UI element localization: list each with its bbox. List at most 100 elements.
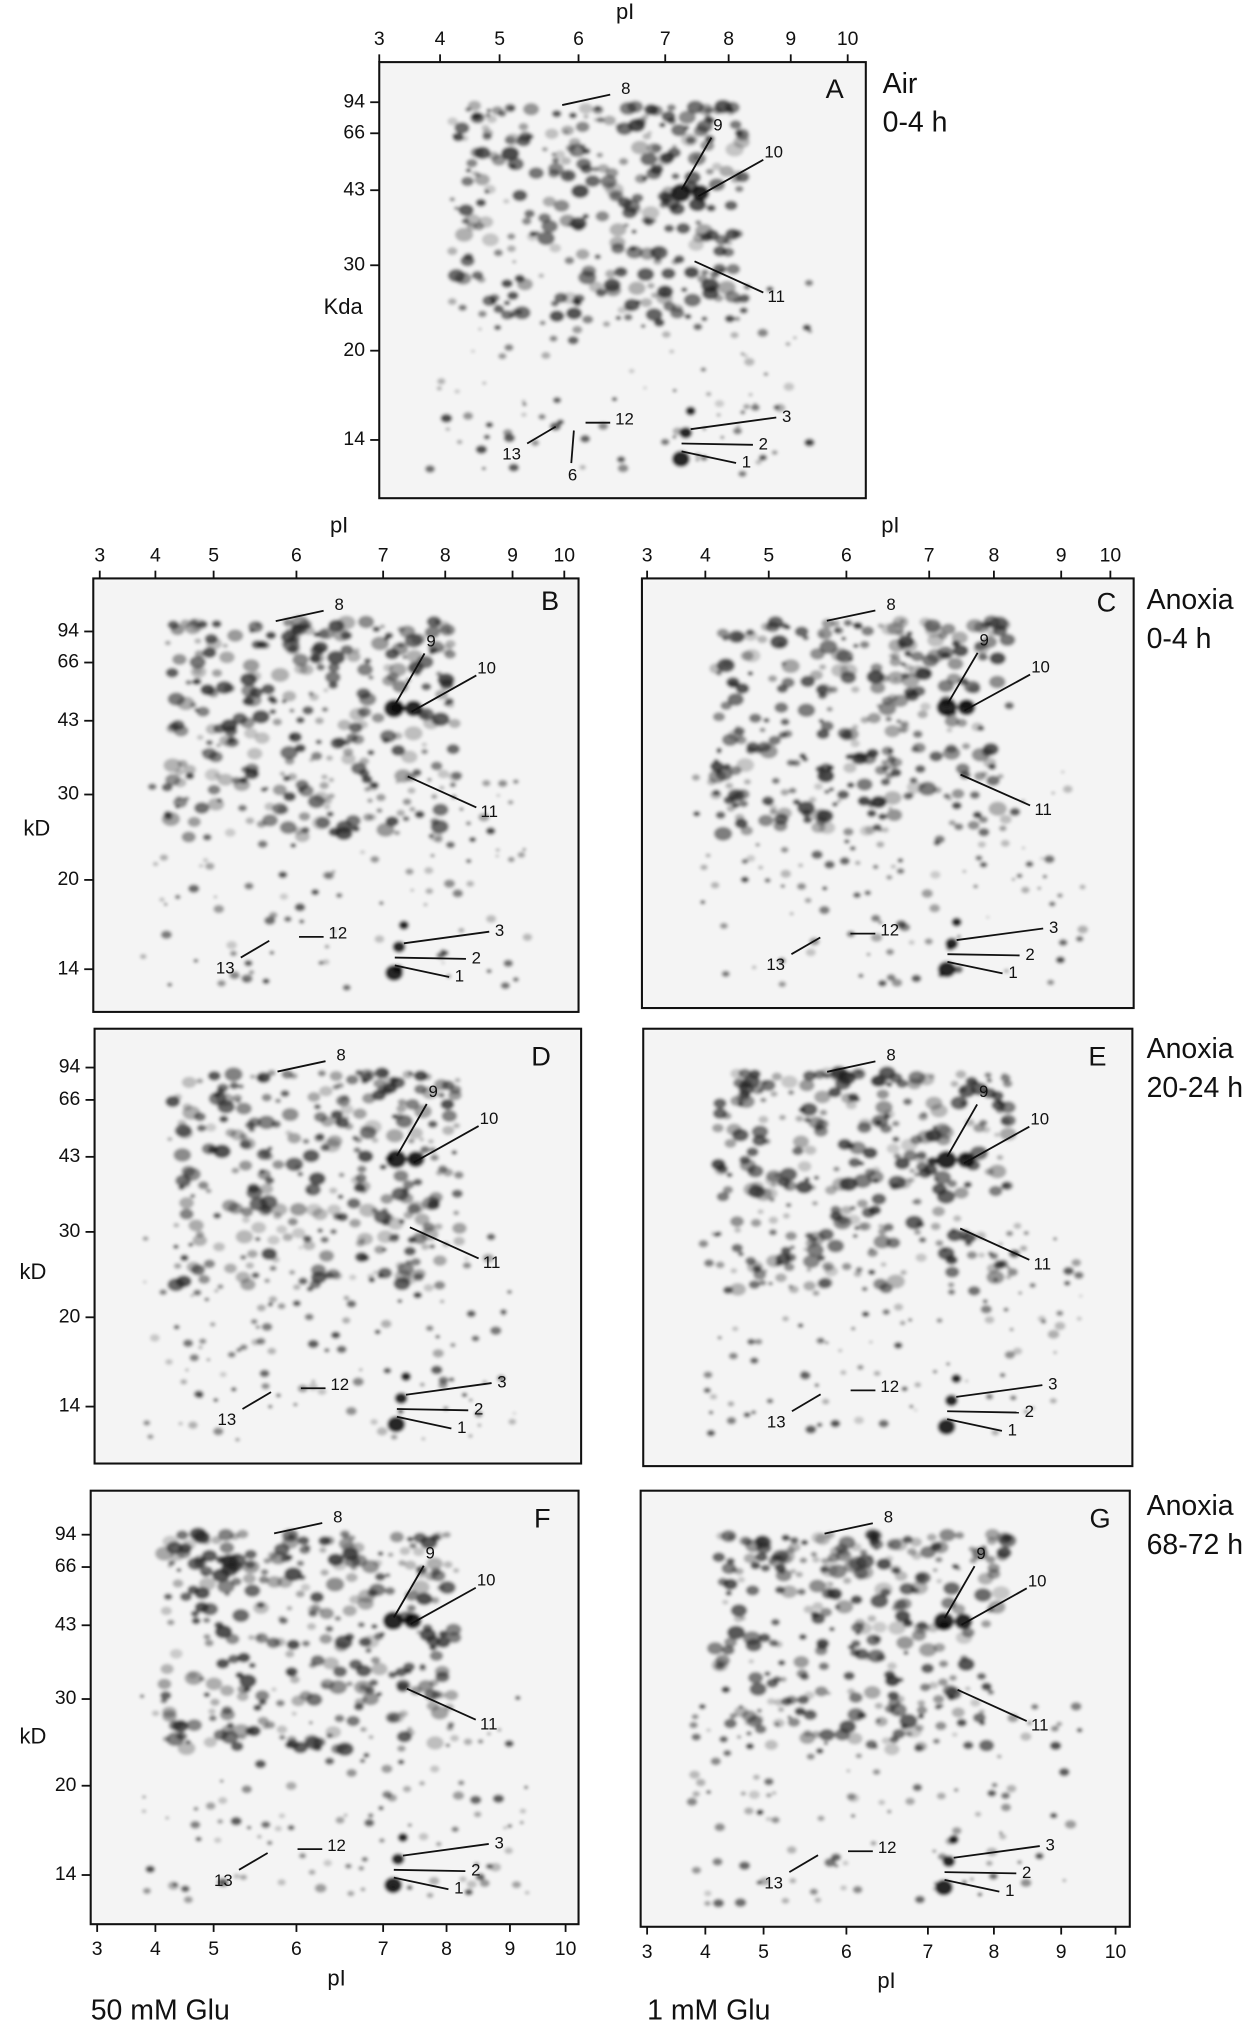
x-axis-title: pI <box>330 512 348 537</box>
gel-spot <box>344 1814 348 1817</box>
gel-spot <box>661 439 670 446</box>
gel-spot <box>320 1236 329 1243</box>
gel-spot <box>192 1617 201 1624</box>
gel-spot <box>892 1567 901 1574</box>
gel-spot <box>609 236 625 249</box>
y-tick-label: 30 <box>57 783 79 805</box>
gel-spot <box>285 1667 297 1677</box>
gel-spot <box>830 1420 840 1428</box>
gel-spot <box>797 703 815 717</box>
gel-spot <box>805 280 814 287</box>
gel-spot <box>715 400 724 407</box>
gel-spot <box>453 1237 465 1246</box>
gel-spot <box>997 1755 1002 1759</box>
gel-spot <box>449 1377 455 1381</box>
gel-spot <box>860 717 869 724</box>
gel-spot <box>819 719 824 723</box>
gel-spot <box>909 777 917 783</box>
gel-spot <box>889 1736 899 1743</box>
gel-spot <box>264 916 275 925</box>
gel-spot <box>582 315 593 324</box>
gel-spot <box>165 1817 169 1820</box>
gel-spot <box>147 1434 154 1439</box>
gel-spot <box>817 1816 824 1822</box>
gel-spot <box>978 1573 994 1585</box>
gel-spot <box>938 1678 948 1686</box>
gel-spot <box>903 1651 908 1655</box>
gel-spot <box>464 214 481 227</box>
gel-spot <box>215 1625 232 1638</box>
gel-spot <box>1050 1813 1058 1819</box>
gel-spot <box>363 1697 367 1700</box>
gel-spot <box>205 1123 216 1131</box>
gel-spot <box>914 1382 921 1387</box>
gel-spot <box>1071 1259 1081 1267</box>
gel-spot <box>377 1273 384 1278</box>
gel-spot <box>996 1547 1011 1559</box>
gel-spot <box>282 1108 299 1121</box>
spot-label: 13 <box>764 1873 783 1892</box>
gel-spot <box>175 895 181 899</box>
gel-spot <box>827 1692 831 1695</box>
gel-spot <box>882 827 889 833</box>
gel-spot <box>726 264 740 275</box>
gel-spot <box>512 190 527 202</box>
gel-spot <box>709 1411 714 1415</box>
gel-spot <box>1007 1268 1018 1276</box>
gel-spot <box>447 1722 454 1727</box>
gel-spot <box>419 1665 427 1671</box>
gel-spot <box>854 1226 859 1230</box>
gel-spot <box>975 855 982 861</box>
gel-spot <box>427 1200 440 1210</box>
gel-spot <box>936 1579 942 1583</box>
gel-spot <box>939 1660 948 1667</box>
gel-spot <box>727 1417 737 1425</box>
gel-spot <box>181 1166 195 1177</box>
gel-spot <box>726 1558 735 1565</box>
x-tick-label: 3 <box>94 545 105 567</box>
gel-spot <box>803 816 812 823</box>
gel-spot <box>235 1099 241 1104</box>
gel-spot <box>455 1078 461 1083</box>
gel-spot <box>812 1290 819 1295</box>
column-label: 50 mM Glu <box>91 1995 230 2027</box>
gel-spot <box>952 1732 958 1737</box>
gel-spot <box>222 1200 238 1212</box>
gel-spot <box>713 246 727 257</box>
gel-spot <box>178 1741 196 1755</box>
gel-spot <box>454 122 469 134</box>
gel-spot <box>746 1743 754 1750</box>
spot-label: 3 <box>494 1833 503 1852</box>
panel-letter: F <box>534 1503 551 1534</box>
gel-spot <box>806 441 811 445</box>
spot-label: 3 <box>1046 1836 1055 1855</box>
gel-spot <box>439 679 453 690</box>
gel-spot <box>886 1082 892 1087</box>
spot-label: 3 <box>1049 918 1058 937</box>
gel-spot <box>927 1533 937 1541</box>
gel-spot <box>520 1809 527 1814</box>
gel-spot <box>816 1748 824 1754</box>
gel-spot <box>507 245 516 252</box>
gel-spot <box>712 1858 722 1866</box>
gel-spot <box>612 397 618 401</box>
gel-spot <box>749 1280 760 1289</box>
gel-spot <box>287 1736 297 1744</box>
gel-spot <box>247 1726 261 1737</box>
gel-spot <box>875 765 888 775</box>
gel-spot <box>360 850 365 854</box>
gel-spot <box>431 794 437 799</box>
gel-spot <box>738 471 746 478</box>
gel-spot <box>267 1146 272 1150</box>
gel-spot <box>360 1188 367 1194</box>
gel-spot <box>628 282 645 295</box>
gel-spot <box>768 675 777 682</box>
gel-spot <box>809 797 817 803</box>
gel-spot <box>450 782 457 787</box>
gel-spot <box>157 1679 171 1690</box>
gel-spot <box>287 1606 293 1611</box>
gel-spot <box>985 1168 994 1175</box>
gel-spot <box>746 742 759 752</box>
gel-spot <box>235 1672 243 1679</box>
gel-spot <box>449 719 461 728</box>
